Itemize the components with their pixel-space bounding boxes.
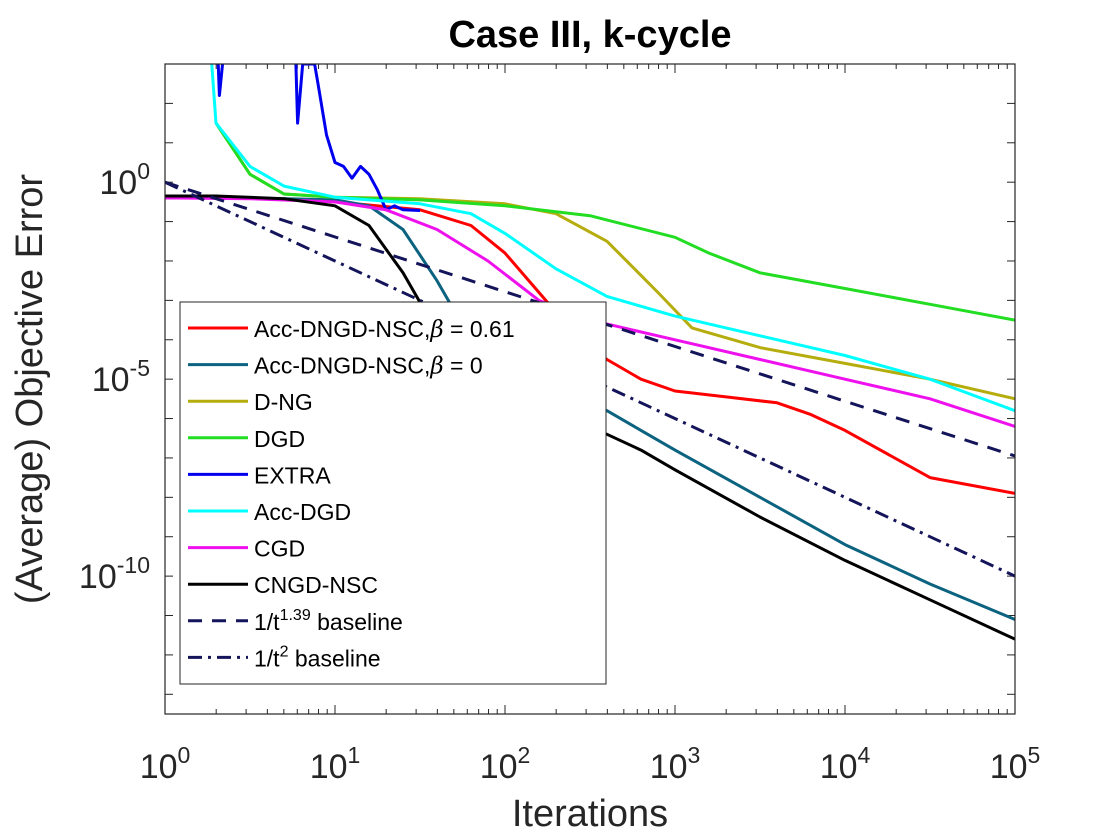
x-tick-label: 102 (480, 742, 531, 786)
legend-label: Acc-DNGD-NSC,β = 0 (254, 353, 483, 380)
series-line-5 (210, 64, 1015, 413)
legend-label: 1/t1.39 baseline (254, 607, 403, 635)
series-line-8 (165, 180, 1015, 458)
legend-label: DGD (254, 426, 305, 452)
plot-frame (164, 63, 1016, 715)
x-tick-label: 105 (990, 742, 1041, 786)
y-tick-label: 100 (99, 158, 150, 202)
series-group (165, 64, 1015, 641)
y-tick-label: 10-5 (92, 355, 150, 399)
legend-label: CGD (254, 536, 305, 562)
legend-box (179, 301, 607, 685)
series-line-6 (165, 196, 1015, 428)
y-tick-label: 10-10 (79, 552, 150, 596)
legend-label: CNGD-NSC (254, 572, 378, 598)
series-line-3 (214, 122, 1015, 322)
x-tick-label: 101 (310, 742, 361, 786)
axis-ticks: 100 101 102 103 104 105 100 10-5 10-10 (79, 63, 1041, 786)
legend-label: D-NG (254, 389, 313, 415)
x-tick-label: 100 (140, 742, 191, 786)
legend-label: Acc-DGD (254, 499, 351, 525)
legend-label: Acc-DNGD-NSC,β = 0.61 (254, 316, 515, 343)
y-axis-label: (Average) Objective Error (9, 174, 51, 604)
x-tick-label: 104 (820, 742, 871, 786)
legend-label: 1/t2 baseline (254, 643, 381, 671)
chart-title: Case III, k-cycle (448, 14, 731, 56)
legend-label: EXTRA (254, 462, 331, 488)
x-axis-label: Iterations (512, 793, 668, 835)
series-line-4 (216, 64, 421, 212)
x-tick-label: 103 (650, 742, 701, 786)
legend: Acc-DNGD-NSC,β = 0.61 Acc-DNGD-NSC,β = 0 D… (179, 301, 607, 685)
